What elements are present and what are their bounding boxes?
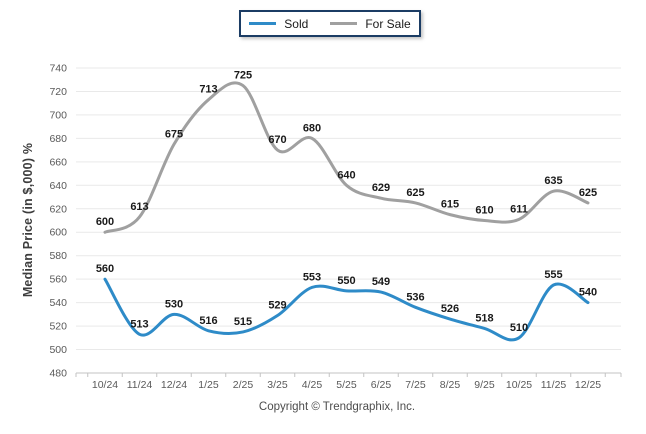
y-axis-tick-label: 540 — [49, 297, 67, 309]
x-axis-tick-label: 5/25 — [336, 379, 357, 391]
for-sale-line-sample-icon — [330, 22, 358, 25]
data-label: 635 — [544, 175, 562, 187]
sold-line-sample-icon — [249, 22, 277, 25]
y-axis-tick-label: 640 — [49, 180, 67, 192]
x-axis-tick-label: 4/25 — [302, 379, 323, 391]
data-label: 670 — [268, 134, 286, 146]
series-line-sold — [103, 277, 590, 342]
data-label: 510 — [510, 322, 528, 334]
data-label: 640 — [337, 169, 355, 181]
x-axis-tick-label: 6/25 — [371, 379, 392, 391]
y-axis-tick-label: 660 — [49, 156, 67, 168]
y-axis-tick-label: 700 — [49, 109, 67, 121]
y-axis-tick-label: 600 — [49, 227, 67, 239]
y-axis-tick-label: 480 — [49, 368, 67, 380]
data-label: 611 — [510, 203, 528, 215]
data-label: 526 — [441, 303, 459, 315]
data-label: 629 — [372, 182, 390, 194]
y-axis-tick-label: 560 — [49, 274, 67, 286]
x-axis-tick-label: 1/25 — [198, 379, 219, 391]
data-label: 613 — [130, 201, 148, 213]
legend-item-sold[interactable]: Sold — [249, 17, 308, 31]
x-axis-tick-label: 11/25 — [541, 379, 567, 391]
data-label: 536 — [406, 291, 424, 303]
legend-label-for-sale: For Sale — [365, 16, 411, 31]
copyright-text: Copyright © Trendgraphix, Inc. — [258, 401, 416, 413]
x-axis-tick-label: 12/25 — [575, 379, 601, 391]
data-label: 555 — [544, 269, 562, 281]
x-axis-tick-label: 12/24 — [161, 379, 187, 391]
data-label: 530 — [165, 298, 183, 310]
data-label: 550 — [337, 275, 355, 287]
data-label: 549 — [372, 276, 390, 288]
data-label: 518 — [475, 312, 493, 324]
data-label: 540 — [579, 287, 597, 299]
y-axis-tick-label: 520 — [49, 321, 67, 333]
x-axis-tick-label: 3/25 — [267, 379, 288, 391]
x-axis-tick-label: 10/24 — [92, 379, 118, 391]
x-axis-tick-label: 2/25 — [233, 379, 254, 391]
data-label: 675 — [165, 128, 183, 140]
x-axis-tick-label: 7/25 — [405, 379, 426, 391]
data-label: 560 — [96, 263, 114, 275]
data-label: 513 — [130, 318, 148, 330]
x-axis-tick-label: 10/25 — [506, 379, 532, 391]
data-label: 600 — [96, 216, 114, 228]
data-label: 680 — [303, 122, 321, 134]
data-label: 553 — [303, 271, 321, 283]
data-label: 516 — [199, 315, 217, 327]
data-label: 529 — [268, 300, 286, 312]
x-axis-tick-label: 8/25 — [440, 379, 461, 391]
y-axis-tick-label: 580 — [49, 250, 67, 262]
x-axis-tick-label: 9/25 — [474, 379, 495, 391]
y-axis-title: Median Price (in $,000) % — [21, 142, 35, 298]
data-label: 625 — [579, 187, 597, 199]
data-label: 515 — [234, 316, 252, 328]
y-axis-tick-label: 740 — [49, 63, 67, 75]
y-axis-tick-label: 680 — [49, 133, 67, 145]
data-label: 725 — [234, 70, 252, 82]
data-label: 615 — [441, 199, 459, 211]
legend-label-sold: Sold — [284, 16, 309, 31]
legend-item-for-sale[interactable]: For Sale — [330, 16, 411, 31]
series-line-for-sale — [103, 81, 590, 234]
data-label: 625 — [406, 187, 424, 199]
x-axis-tick-label: 11/24 — [127, 379, 153, 391]
chart-legend: Sold For Sale — [239, 10, 421, 37]
y-axis-tick-label: 500 — [49, 344, 67, 356]
y-axis-tick-label: 720 — [49, 86, 67, 98]
y-axis-tick-label: 620 — [49, 203, 67, 215]
data-label: 610 — [475, 205, 493, 217]
data-label: 713 — [199, 84, 217, 96]
